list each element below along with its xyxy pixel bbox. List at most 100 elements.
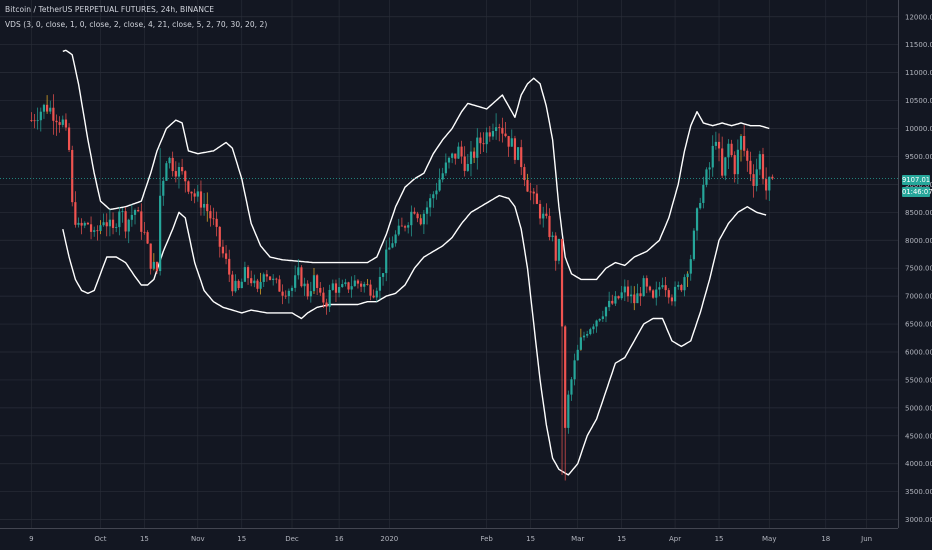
candle [190, 191, 193, 201]
candle [58, 116, 61, 133]
candle [394, 230, 397, 247]
candle [589, 327, 592, 336]
candle [771, 174, 774, 180]
candle [560, 238, 564, 475]
candle [33, 113, 36, 129]
candle [115, 223, 118, 233]
x-tick-label: 15 [237, 535, 246, 543]
candle [196, 184, 199, 202]
x-tick-label: May [762, 535, 776, 543]
candle [626, 280, 630, 302]
candle [118, 206, 121, 236]
y-tick-label: 9500.00 [905, 153, 932, 161]
candle [705, 167, 708, 188]
candle [224, 245, 228, 265]
candle [438, 168, 441, 192]
candle [366, 279, 369, 286]
candle [768, 176, 771, 201]
candle [215, 211, 218, 237]
candle [243, 261, 247, 283]
candle [516, 146, 520, 161]
candle [36, 107, 39, 130]
candle [331, 279, 334, 291]
candle [199, 180, 203, 216]
candle [30, 112, 33, 122]
candle [736, 139, 739, 184]
candle [165, 161, 168, 181]
time-axis[interactable]: 9 Oct 15 Nov 15 Dec 16 2020 Feb 15 Mar 15 Apr 15 May 18… [29, 535, 872, 543]
x-tick-label: 16 [335, 535, 344, 543]
candle [454, 153, 457, 165]
x-tick-label: 2020 [380, 535, 398, 543]
y-tick-label: 3500.00 [905, 488, 932, 496]
candle [683, 274, 686, 297]
candle [714, 131, 717, 150]
candle [193, 188, 196, 204]
candle [61, 115, 64, 128]
candle [457, 142, 460, 160]
candle [71, 145, 74, 207]
candle [746, 148, 749, 172]
candle [375, 287, 378, 302]
candle [579, 328, 582, 351]
candle [363, 281, 366, 293]
x-tick-label: Jun [860, 535, 872, 543]
indicator-legend[interactable]: VDS (3, 0, close, 1, 0, close, 2, close,… [5, 20, 268, 29]
candle [422, 210, 425, 234]
candle [159, 148, 162, 276]
candle [99, 220, 102, 235]
candle [576, 344, 579, 361]
candle [206, 192, 209, 222]
candle [520, 139, 523, 176]
candle [272, 274, 275, 286]
candle [171, 151, 174, 177]
candle [651, 289, 655, 299]
candle [397, 218, 400, 237]
candle [338, 277, 341, 298]
candle [64, 113, 68, 131]
candle [504, 121, 507, 138]
candle [262, 272, 265, 288]
candle [240, 278, 243, 289]
candle [545, 203, 548, 219]
candle [328, 284, 331, 312]
candle [592, 323, 595, 334]
candle [146, 230, 149, 244]
x-tick-label: Dec [285, 535, 299, 543]
x-tick-label: Mar [571, 535, 584, 543]
candle [670, 294, 674, 306]
candle [425, 201, 429, 225]
candle [278, 275, 281, 292]
candle [429, 193, 432, 217]
candle [498, 123, 501, 142]
candle [108, 209, 111, 237]
candle [661, 277, 664, 289]
y-tick-label: 7000.00 [905, 293, 932, 301]
candle [369, 279, 372, 301]
symbol-title[interactable]: Bitcoin / TetherUS PERPETUAL FUTURES, 24… [5, 5, 215, 14]
candle [595, 319, 598, 333]
candle [485, 127, 488, 153]
candle [325, 298, 328, 315]
candle [322, 287, 325, 309]
candle [268, 276, 272, 281]
price-axis[interactable]: 12000.00 11500.00 11000.00 10500.00 10000.00… [905, 13, 932, 524]
candle [124, 207, 127, 239]
bar-countdown-tag: 01:46:07 [902, 187, 932, 197]
candle [259, 272, 262, 295]
candle [604, 306, 608, 323]
candle [586, 330, 589, 338]
candle [52, 94, 55, 135]
y-tick-label: 4000.00 [905, 460, 932, 468]
candle [570, 377, 573, 401]
candle [86, 221, 90, 225]
candle [400, 217, 404, 227]
candle [564, 325, 567, 481]
candle [582, 331, 586, 341]
candle [711, 135, 714, 177]
candle [717, 133, 721, 162]
candle [642, 275, 645, 297]
candle [739, 134, 743, 162]
candle [55, 114, 58, 136]
